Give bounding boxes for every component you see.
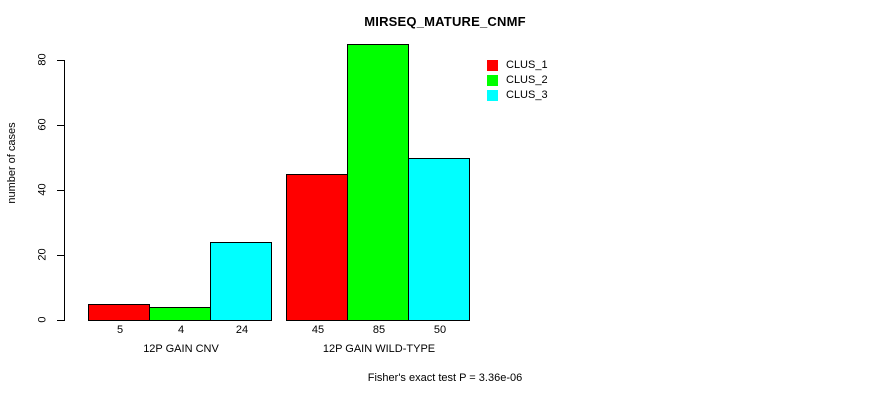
legend-label-clus1: CLUS_1: [506, 59, 548, 71]
value-label-group2-clus1: 45: [311, 324, 325, 336]
y-tick-mark-80: [57, 60, 64, 61]
value-label-group1-clus3: 24: [235, 324, 249, 336]
y-axis-title-wrap: number of cases: [0, 122, 72, 203]
bar-group2-clus1[interactable]: [286, 174, 348, 321]
legend-item-clus3[interactable]: CLUS_3: [487, 88, 607, 103]
group-label-12p-gain-cnv: 12P GAIN CNV: [143, 343, 219, 355]
y-tick-mark-60: [57, 125, 64, 126]
y-tick-label-20: 20: [36, 248, 49, 261]
legend-swatch-clus1-icon: [487, 60, 498, 71]
legend-label-clus2: CLUS_2: [506, 74, 548, 86]
y-tick-label-80: 80: [36, 53, 49, 66]
value-label-group2-clus2: 85: [372, 324, 386, 336]
y-axis-line: [64, 60, 65, 321]
legend-swatch-clus3-icon: [487, 90, 498, 101]
y-tick-label-20-wrap: 20: [34, 248, 52, 261]
y-tick-label-0-wrap: 0: [34, 314, 52, 326]
bar-group2-clus2[interactable]: [347, 44, 409, 321]
y-tick-label-60: 60: [36, 118, 49, 131]
legend-item-clus2[interactable]: CLUS_2: [487, 73, 607, 88]
y-tick-label-40-wrap: 40: [34, 183, 52, 196]
legend: CLUS_1 CLUS_2 CLUS_3: [487, 58, 607, 103]
y-tick-label-80-wrap: 80: [34, 53, 52, 66]
chart-title: MIRSEQ_MATURE_CNMF: [364, 14, 526, 29]
y-tick-label-0: 0: [36, 316, 49, 323]
y-tick-label-40: 40: [36, 183, 49, 196]
y-tick-label-60-wrap: 60: [34, 118, 52, 131]
y-tick-mark-0: [57, 320, 64, 321]
value-label-group1-clus2: 4: [177, 324, 185, 336]
group-label-12p-gain-wild-type: 12P GAIN WILD-TYPE: [322, 343, 436, 355]
bar-group1-clus2[interactable]: [149, 307, 211, 321]
y-tick-mark-40: [57, 190, 64, 191]
legend-item-clus1[interactable]: CLUS_1: [487, 58, 607, 73]
bar-group1-clus1[interactable]: [88, 304, 150, 321]
y-axis-title: number of cases: [6, 122, 18, 204]
legend-swatch-clus2-icon: [487, 75, 498, 86]
bar-group1-clus3[interactable]: [210, 242, 272, 321]
statistical-test-footnote: Fisher's exact test P = 3.36e-06: [367, 372, 523, 384]
legend-label-clus3: CLUS_3: [506, 89, 548, 101]
value-label-group2-clus3: 50: [433, 324, 447, 336]
bar-group2-clus3[interactable]: [408, 158, 470, 321]
value-label-group1-clus1: 5: [116, 324, 124, 336]
y-tick-mark-20: [57, 255, 64, 256]
